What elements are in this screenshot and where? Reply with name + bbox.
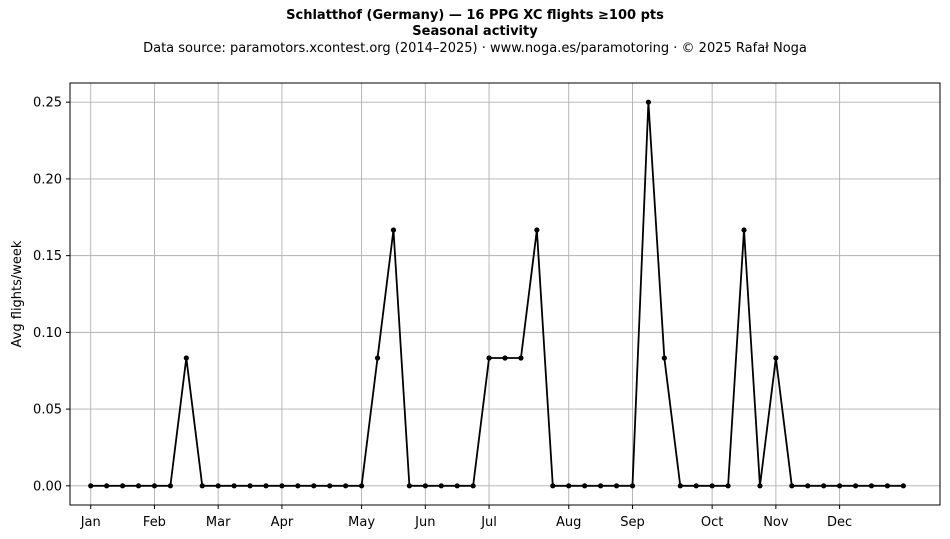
data-point: [454, 483, 460, 489]
data-point: [550, 483, 556, 489]
data-point: [534, 227, 540, 233]
data-point: [327, 483, 333, 489]
data-point: [709, 483, 715, 489]
data-point: [502, 355, 508, 361]
data-point: [852, 483, 859, 489]
x-tick-label: Mar: [206, 515, 231, 530]
data-point: [311, 483, 317, 489]
data-point: [104, 483, 110, 489]
x-tick-label: Sep: [620, 515, 645, 530]
series-line: [90, 102, 904, 487]
data-point: [279, 483, 285, 489]
data-point: [374, 355, 381, 361]
data-point: [582, 483, 588, 489]
data-point: [151, 483, 158, 489]
x-tick-label: Jun: [414, 515, 435, 530]
data-point: [422, 483, 428, 489]
x-tick-label: Feb: [143, 515, 166, 530]
data-point: [566, 483, 572, 489]
grid-layer: [70, 83, 940, 505]
data-point: [215, 483, 221, 489]
data-point: [135, 483, 142, 489]
data-point: [470, 483, 476, 489]
chart-title: Schlatthof (Germany) — 16 PPG XC flights…: [286, 8, 664, 23]
series-layer: [88, 99, 906, 489]
data-point: [868, 483, 875, 489]
x-tick-label: Oct: [701, 515, 723, 530]
data-point: [773, 355, 779, 361]
data-point: [725, 483, 731, 489]
y-tick-label: 0.00: [33, 479, 62, 494]
data-point: [629, 483, 636, 489]
data-point: [119, 483, 126, 489]
data-point: [199, 483, 205, 489]
x-tick-label: May: [348, 515, 375, 530]
data-point: [231, 483, 237, 489]
data-point: [295, 483, 301, 489]
data-point: [821, 483, 827, 489]
data-point: [406, 483, 412, 489]
x-tick-label: Aug: [556, 515, 581, 530]
data-point: [661, 355, 667, 361]
x-tick-label: Apr: [271, 515, 294, 530]
data-point: [358, 483, 365, 489]
data-point: [837, 483, 843, 489]
data-point: [183, 355, 189, 361]
plot-frame: [69, 82, 941, 506]
data-point: [247, 483, 253, 489]
x-tick-label: Jan: [80, 515, 101, 530]
data-point: [438, 483, 444, 489]
data-point: [343, 483, 349, 489]
y-tick-label: 0.15: [33, 249, 62, 264]
chart-title-block: Schlatthof (Germany) — 16 PPG XC flights…: [0, 8, 950, 58]
data-point: [884, 483, 891, 489]
data-point: [88, 483, 94, 489]
y-tick-label: 0.10: [33, 326, 62, 341]
data-point: [741, 227, 747, 233]
data-point: [598, 483, 604, 489]
data-point: [900, 483, 906, 489]
chart-subtitle: Seasonal activity: [412, 24, 538, 39]
x-tick-label: Nov: [763, 515, 789, 530]
data-point: [757, 483, 763, 489]
y-axis: 0.00 0.05 0.10 0.15 0.20 0.25: [33, 96, 70, 494]
x-tick-label: Jul: [480, 515, 497, 530]
data-point: [693, 483, 699, 489]
y-tick-label: 0.20: [33, 172, 62, 187]
data-point: [263, 483, 269, 489]
y-tick-label: 0.25: [33, 96, 62, 111]
x-tick-label: Dec: [827, 515, 852, 530]
data-point: [677, 483, 683, 489]
data-point: [789, 483, 795, 489]
y-axis-label: Avg flights/week: [10, 240, 25, 347]
data-point: [645, 99, 652, 105]
data-point: [167, 483, 173, 489]
data-point: [518, 355, 524, 361]
data-point: [613, 483, 620, 489]
y-tick-label: 0.05: [33, 403, 62, 418]
data-point: [805, 483, 811, 489]
data-point: [486, 355, 492, 361]
data-point: [390, 227, 397, 233]
chart-source-note: Data source: paramotors.xcontest.org (20…: [143, 41, 807, 56]
x-axis: Jan Feb Mar Apr May Jun Jul Aug Sep Oct Nov Dec: [80, 505, 852, 530]
